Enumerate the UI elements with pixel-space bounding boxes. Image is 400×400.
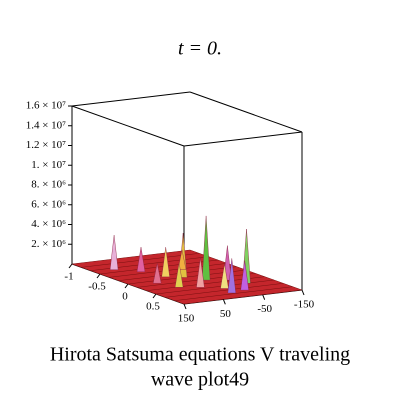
z-tick-label: 1. × 10⁷ xyxy=(31,159,66,171)
z-tick-label: 6. × 10⁶ xyxy=(31,198,66,210)
z-tick-label: 1.6 × 10⁷ xyxy=(26,100,66,112)
caption: wave plot49 xyxy=(151,369,249,391)
box-edge xyxy=(183,131,303,147)
x-tick-label: -1 xyxy=(64,271,73,283)
peak xyxy=(177,249,187,270)
y-tick-label: 50 xyxy=(220,308,232,320)
surface-mesh xyxy=(99,259,219,275)
z-tick-label: 4. × 10⁶ xyxy=(31,218,66,230)
peak xyxy=(201,215,211,281)
y-tick-label: -150 xyxy=(294,299,315,311)
y-tick-label: 150 xyxy=(178,313,195,325)
peak xyxy=(152,263,162,284)
y-tick xyxy=(183,303,187,310)
x-tick xyxy=(152,293,157,299)
peak xyxy=(174,262,184,288)
x-tick-label: -0.5 xyxy=(88,281,106,293)
y-tick xyxy=(222,299,226,305)
peak xyxy=(220,263,229,289)
peak xyxy=(227,258,237,294)
y-tick xyxy=(262,294,266,300)
peak xyxy=(109,235,119,270)
x-tick xyxy=(96,273,101,279)
peak xyxy=(161,247,170,278)
surface-mesh xyxy=(174,286,293,301)
peak xyxy=(240,260,249,291)
x-tick xyxy=(124,283,129,289)
z-tick-label: 1.2 × 10⁷ xyxy=(26,139,66,151)
box-edge xyxy=(71,91,191,107)
x-tick-label: 0 xyxy=(122,291,128,303)
z-tick-label: 2. × 10⁶ xyxy=(31,238,66,250)
box-edge xyxy=(189,91,303,133)
peak xyxy=(196,257,205,288)
y-tick-label: -50 xyxy=(257,303,272,315)
chart-title: t = 0. xyxy=(178,38,222,60)
x-tick-label: 0.5 xyxy=(146,301,160,313)
caption: Hirota Satsuma equations V traveling xyxy=(50,344,350,366)
peak xyxy=(136,247,146,272)
box-edge xyxy=(71,105,185,147)
z-tick-label: 8. × 10⁶ xyxy=(31,179,66,191)
surface-mesh xyxy=(155,279,275,295)
surface-mesh xyxy=(137,273,256,288)
y-tick xyxy=(301,289,305,296)
z-tick-label: 1.4 × 10⁷ xyxy=(26,119,66,131)
x-tick xyxy=(68,263,73,269)
surface-mesh xyxy=(165,283,284,298)
